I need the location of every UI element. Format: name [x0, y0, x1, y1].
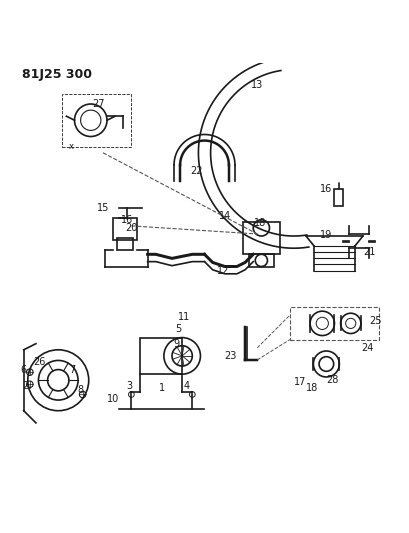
- Text: 23: 23: [225, 351, 237, 361]
- Text: 13: 13: [251, 80, 263, 90]
- Text: 5: 5: [175, 325, 181, 335]
- Text: 9: 9: [173, 338, 179, 349]
- Text: 6: 6: [21, 365, 27, 375]
- Text: x: x: [68, 142, 74, 151]
- Bar: [117, 238, 133, 251]
- Text: 20: 20: [125, 223, 137, 233]
- Text: 28: 28: [326, 375, 339, 385]
- Text: 16: 16: [121, 215, 133, 225]
- Text: 1: 1: [159, 383, 165, 393]
- Text: 81J25 300: 81J25 300: [22, 68, 92, 80]
- Text: 25: 25: [369, 317, 381, 326]
- Text: 3: 3: [126, 381, 133, 391]
- Text: 26: 26: [33, 357, 45, 367]
- Text: 14: 14: [219, 211, 231, 221]
- Text: 24: 24: [361, 343, 373, 353]
- Text: 2: 2: [22, 381, 29, 391]
- Text: 8: 8: [78, 385, 84, 395]
- Text: 4: 4: [183, 381, 189, 391]
- Text: 18: 18: [306, 383, 318, 393]
- Text: 10: 10: [107, 393, 119, 403]
- Text: 17: 17: [294, 377, 306, 387]
- Bar: [113, 218, 137, 240]
- Text: 27: 27: [92, 99, 105, 109]
- Text: 7: 7: [70, 365, 76, 375]
- Text: 18: 18: [254, 218, 267, 228]
- Text: 15: 15: [97, 203, 109, 213]
- Text: 16: 16: [320, 184, 333, 195]
- Text: 22: 22: [190, 166, 202, 176]
- Text: 12: 12: [217, 265, 229, 276]
- Text: 21: 21: [363, 247, 375, 257]
- Bar: [249, 254, 274, 266]
- Text: 11: 11: [178, 312, 190, 322]
- Text: 19: 19: [320, 230, 333, 240]
